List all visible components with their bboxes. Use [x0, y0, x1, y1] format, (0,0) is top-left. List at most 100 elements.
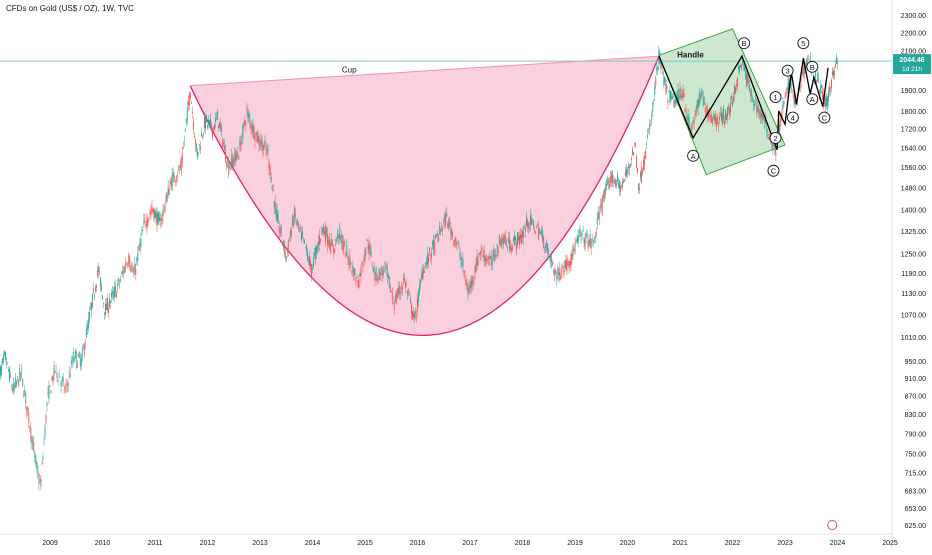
candle	[616, 170, 618, 184]
candle-body	[403, 277, 405, 282]
candle-body	[132, 267, 134, 272]
candle	[11, 383, 13, 390]
candle	[398, 281, 400, 301]
candle	[740, 63, 742, 68]
candle	[68, 365, 70, 380]
candle-body	[259, 145, 261, 147]
candle-body	[61, 378, 63, 381]
candle	[697, 97, 699, 116]
candle-body	[39, 478, 41, 482]
candle-body	[215, 117, 217, 122]
candle	[793, 93, 795, 108]
candle	[508, 231, 510, 254]
candle-body	[369, 246, 371, 250]
candle	[434, 235, 436, 257]
candle-body	[374, 278, 376, 280]
candle	[286, 247, 288, 258]
candle	[7, 361, 9, 365]
candle	[327, 227, 329, 253]
candle-body	[715, 117, 717, 127]
candle-body	[236, 154, 238, 160]
wave-label-circle	[797, 37, 810, 50]
price-badge-countdown: 1d 21h	[902, 66, 922, 73]
candle	[199, 141, 201, 154]
candle	[553, 269, 555, 276]
candle	[73, 355, 75, 363]
candle-body	[29, 427, 31, 429]
candle-body	[527, 219, 528, 228]
candle-body	[498, 235, 500, 244]
y-tick-label: 910.00	[905, 376, 927, 383]
candle	[507, 231, 509, 244]
candle	[614, 178, 616, 189]
candle-body	[60, 383, 62, 387]
candle	[130, 264, 132, 273]
candle-body	[758, 109, 760, 114]
candle-body	[724, 110, 726, 121]
candle	[448, 218, 450, 232]
candle-body	[73, 359, 75, 362]
candle	[760, 109, 762, 124]
candle	[373, 262, 375, 281]
candle-body	[818, 91, 820, 95]
candle-body	[566, 259, 568, 272]
candle-body	[648, 132, 650, 134]
candle	[735, 85, 736, 95]
candle	[58, 369, 60, 379]
candle-body	[560, 276, 562, 279]
candle-body	[311, 264, 312, 276]
candle-body	[533, 220, 535, 227]
candle-body	[195, 144, 197, 151]
candle	[548, 248, 550, 256]
candle	[524, 224, 525, 230]
candle	[259, 139, 261, 150]
candle-body	[836, 57, 837, 64]
candle-body	[778, 124, 780, 133]
candle	[69, 369, 71, 378]
wave-label-circle	[769, 132, 782, 144]
candle	[366, 238, 368, 242]
candle-body	[135, 269, 137, 275]
candle-body	[273, 201, 275, 208]
candle-body	[623, 180, 624, 183]
candle-body	[344, 241, 346, 244]
candle	[129, 254, 131, 270]
candle	[638, 183, 640, 195]
candle-body	[494, 254, 496, 257]
candle-body	[508, 237, 510, 250]
candle	[51, 375, 53, 382]
candle	[194, 137, 196, 152]
candle	[349, 249, 351, 269]
candle	[506, 245, 508, 253]
candle	[826, 95, 828, 112]
candle	[428, 252, 430, 268]
candle-body	[100, 277, 101, 287]
candle-body	[47, 392, 49, 393]
candle-body	[325, 227, 327, 242]
candle	[329, 232, 331, 250]
candle-body	[520, 234, 521, 239]
candle	[263, 140, 265, 150]
candle	[705, 106, 707, 115]
candle-body	[254, 135, 256, 141]
candle	[395, 289, 397, 306]
candle	[179, 158, 181, 171]
candle	[85, 322, 87, 339]
candle-body	[750, 93, 752, 96]
wave-label-circle	[806, 60, 819, 73]
event-marker-icon[interactable]	[827, 520, 838, 530]
candle-body	[183, 141, 185, 142]
candle-body	[210, 118, 211, 125]
candle-body	[806, 58, 808, 68]
candle	[574, 237, 576, 255]
candle	[400, 281, 402, 295]
candle-body	[771, 143, 773, 146]
candle-body	[36, 462, 38, 469]
candle-body	[153, 208, 155, 221]
candle-body	[530, 215, 532, 225]
candle-body	[607, 179, 609, 183]
candle-body	[423, 268, 425, 274]
candle	[294, 207, 296, 223]
